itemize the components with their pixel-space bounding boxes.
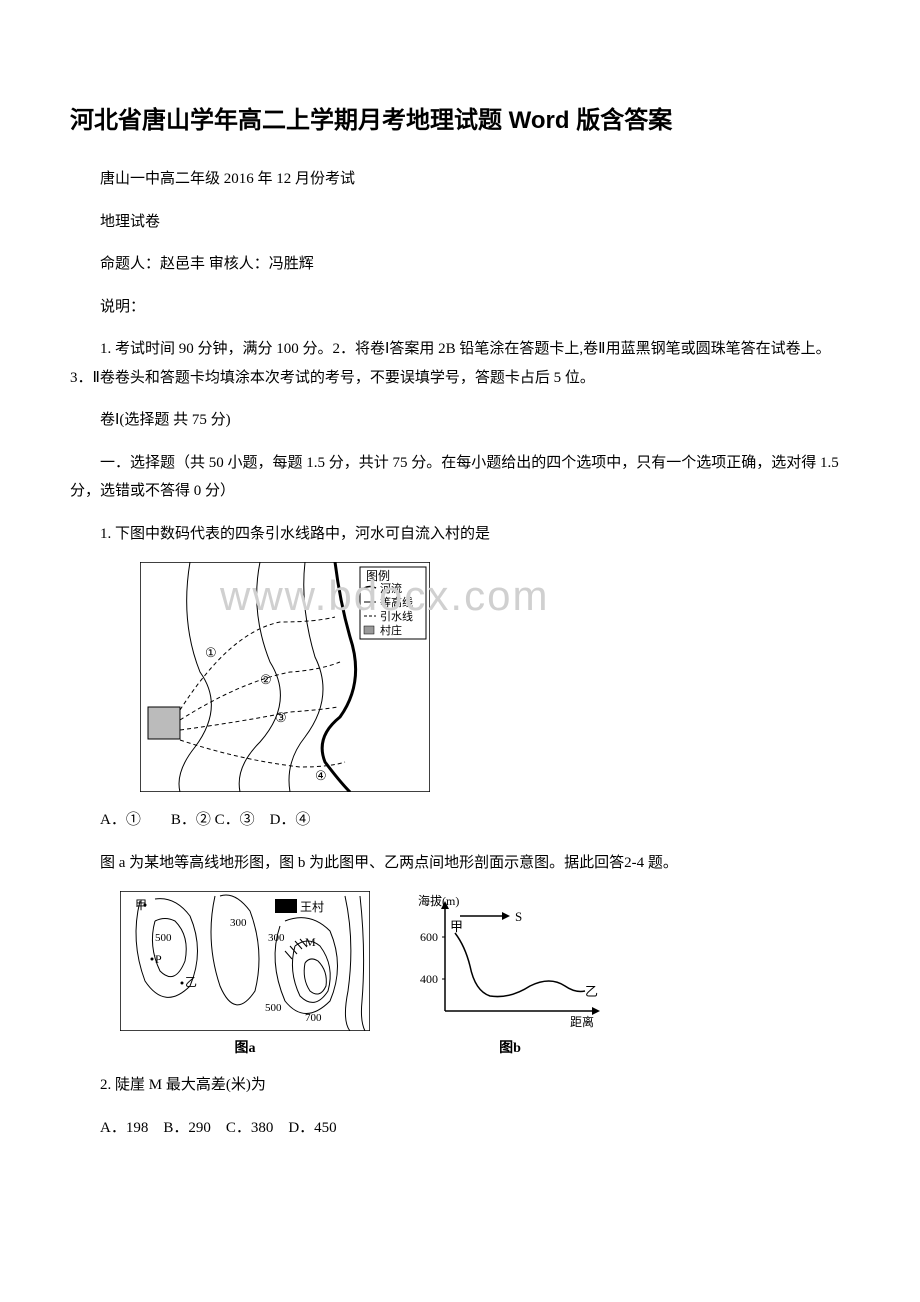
svg-text:600: 600 bbox=[420, 930, 438, 944]
figure-b-label: 图b bbox=[410, 1037, 610, 1057]
svg-text:②: ② bbox=[260, 672, 272, 687]
svg-text:S: S bbox=[515, 909, 522, 924]
section1-intro: 一．选择题（共 50 小题，每题 1.5 分，共计 75 分。在每小题给出的四个… bbox=[70, 449, 850, 506]
document-title: 河北省唐山学年高二上学期月考地理试题 Word 版含答案 bbox=[70, 100, 850, 135]
svg-text:乙: 乙 bbox=[185, 975, 197, 989]
svg-text:甲: 甲 bbox=[450, 919, 463, 934]
svg-text:④: ④ bbox=[315, 768, 327, 783]
figure-a-svg: 甲 500 P 乙 300 王村 500 700 300 bbox=[120, 891, 370, 1031]
instructions-label: 说明： bbox=[70, 293, 850, 322]
q1-text: 1. 下图中数码代表的四条引水线路中，河水可自流入村的是 bbox=[70, 520, 850, 549]
section1-label: 卷Ⅰ(选择题 共 75 分) bbox=[70, 406, 850, 435]
svg-text:引水线: 引水线 bbox=[380, 609, 413, 623]
svg-text:③: ③ bbox=[275, 710, 287, 725]
q2-text: 2. 陡崖 M 最大高差(米)为 bbox=[70, 1071, 850, 1100]
svg-text:距离: 距离 bbox=[570, 1014, 594, 1029]
svg-text:300: 300 bbox=[230, 917, 247, 929]
figure-b-wrap: S 海拔(m) 600 400 甲 乙 距离 图b bbox=[410, 891, 610, 1057]
figure-b-svg: S 海拔(m) 600 400 甲 乙 距离 bbox=[410, 891, 610, 1031]
figure-a-label: 图a bbox=[120, 1037, 370, 1057]
svg-text:等高线: 等高线 bbox=[380, 595, 413, 609]
svg-text:P: P bbox=[155, 952, 162, 966]
header-line-2: 地理试卷 bbox=[70, 208, 850, 237]
header-line-3: 命题人：赵邑丰 审核人：冯胜辉 bbox=[70, 250, 850, 279]
svg-text:村庄: 村庄 bbox=[380, 623, 402, 637]
svg-text:河流: 河流 bbox=[380, 581, 402, 595]
instructions-body: 1. 考试时间 90 分钟，满分 100 分。2．将卷Ⅰ答案用 2B 铅笔涂在答… bbox=[70, 335, 850, 392]
svg-text:王村: 王村 bbox=[300, 900, 324, 914]
svg-text:①: ① bbox=[205, 645, 217, 660]
figure-1: www.bdocx.com 图例 河流 等高线 引水线 村庄 ① ② ③ ④ bbox=[140, 562, 850, 792]
svg-text:M: M bbox=[305, 935, 316, 949]
svg-text:乙: 乙 bbox=[585, 984, 598, 999]
legend-title: 图例 bbox=[366, 569, 390, 583]
svg-text:海拔(m): 海拔(m) bbox=[418, 893, 459, 908]
svg-text:300: 300 bbox=[268, 932, 285, 944]
svg-text:700: 700 bbox=[305, 1012, 322, 1024]
svg-text:500: 500 bbox=[155, 932, 172, 944]
figure-1-svg: 图例 河流 等高线 引水线 村庄 ① ② ③ ④ bbox=[140, 562, 430, 792]
svg-text:400: 400 bbox=[420, 972, 438, 986]
q2-options: A．198 B．290 C．380 D．450 bbox=[70, 1114, 850, 1143]
header-line-1: 唐山一中高二年级 2016 年 12 月份考试 bbox=[70, 165, 850, 194]
q1-options: A．① B．② C．③ D．④ bbox=[70, 806, 850, 835]
figure-a-wrap: 甲 500 P 乙 300 王村 500 700 300 bbox=[120, 891, 370, 1057]
figure-2-row: 甲 500 P 乙 300 王村 500 700 300 bbox=[120, 891, 850, 1057]
q2-intro: 图 a 为某地等高线地形图，图 b 为此图甲、乙两点间地形剖面示意图。据此回答2… bbox=[70, 849, 850, 878]
svg-text:500: 500 bbox=[265, 1002, 282, 1014]
